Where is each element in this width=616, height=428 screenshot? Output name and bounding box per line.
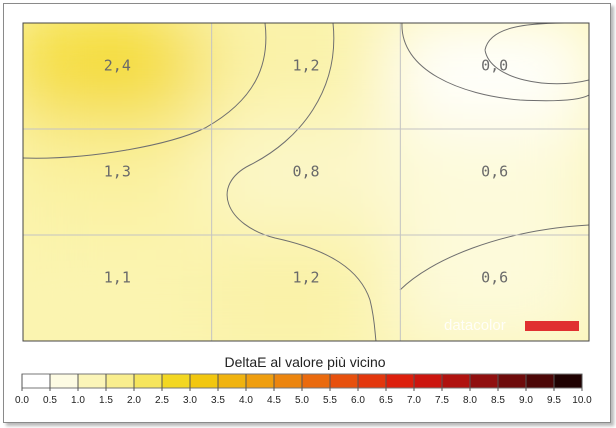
scale-swatch [162, 374, 190, 388]
scale-tick-label: 10.0 [572, 395, 592, 406]
scale-tick-label: 8.5 [491, 395, 505, 406]
contour-line [484, 23, 589, 85]
cell-value-label: 0,6 [481, 269, 508, 287]
scale-tick-label: 6.5 [379, 395, 393, 406]
cell-value-label: 1,2 [292, 269, 319, 287]
heat-cell [23, 225, 222, 341]
scale-swatch [358, 374, 386, 388]
grid-lines [23, 23, 589, 341]
cell-value-label: 0,8 [292, 163, 319, 181]
scale-swatch [470, 374, 498, 388]
contour-line [226, 23, 377, 341]
datacolor-watermark: datacolor [444, 317, 506, 334]
scale-tick-label: 5.5 [323, 395, 337, 406]
cell-value-label: 1,1 [104, 269, 131, 287]
scale-swatch [526, 374, 554, 388]
contour-line [399, 224, 589, 291]
plot-border [22, 22, 590, 342]
scale-swatch [386, 374, 414, 388]
scale-swatch [134, 374, 162, 388]
scale-swatch [414, 374, 442, 388]
scale-tick-label: 2.5 [155, 395, 169, 406]
scale-tick-label: 9.5 [547, 395, 561, 406]
scale-tick-label: 8.0 [463, 395, 477, 406]
scale-tick-label: 3.5 [211, 395, 225, 406]
scale-swatch [78, 374, 106, 388]
scale-tick-label: 7.5 [435, 395, 449, 406]
scale-tick-label: 6.0 [351, 395, 365, 406]
heat-cell [23, 119, 222, 245]
scale-swatch [218, 374, 246, 388]
scale-swatch [22, 374, 50, 388]
scale-swatch [190, 374, 218, 388]
scale-swatch [246, 374, 274, 388]
scale-swatch [106, 374, 134, 388]
scale-tick-label: 4.5 [267, 395, 281, 406]
legend-title: DeltaE al valore più vicino [224, 354, 386, 370]
datacolor-logo-bar [525, 321, 579, 331]
cell-value-label: 0,0 [481, 57, 508, 75]
scale-tick-label: 0.0 [15, 395, 29, 406]
scale-tick-label: 1.0 [71, 395, 85, 406]
heat-cell [390, 119, 589, 245]
scale-tick-label: 0.5 [43, 395, 57, 406]
scale-tick-label: 2.0 [127, 395, 141, 406]
cell-value-label: 2,4 [104, 57, 131, 75]
scale-tick-label: 7.0 [407, 395, 421, 406]
cell-value-label: 1,2 [292, 57, 319, 75]
scale-swatch [330, 374, 358, 388]
scale-swatch [50, 374, 78, 388]
scale-tick-label: 4.0 [239, 395, 253, 406]
scale-swatch [274, 374, 302, 388]
heat-cell [201, 225, 411, 341]
contour-line [23, 23, 267, 159]
scale-tick-label: 5.0 [295, 395, 309, 406]
scale-tick-label: 1.5 [99, 395, 113, 406]
scale-swatch [554, 374, 582, 388]
heat-cell [201, 119, 411, 245]
contour-line [401, 23, 589, 102]
scale-swatch [498, 374, 526, 388]
scale-swatch [442, 374, 470, 388]
cell-value-label: 1,3 [104, 163, 131, 181]
scale-swatch [302, 374, 330, 388]
scale-tick-label: 3.0 [183, 395, 197, 406]
cell-value-label: 0,6 [481, 163, 508, 181]
scale-tick-label: 9.0 [519, 395, 533, 406]
